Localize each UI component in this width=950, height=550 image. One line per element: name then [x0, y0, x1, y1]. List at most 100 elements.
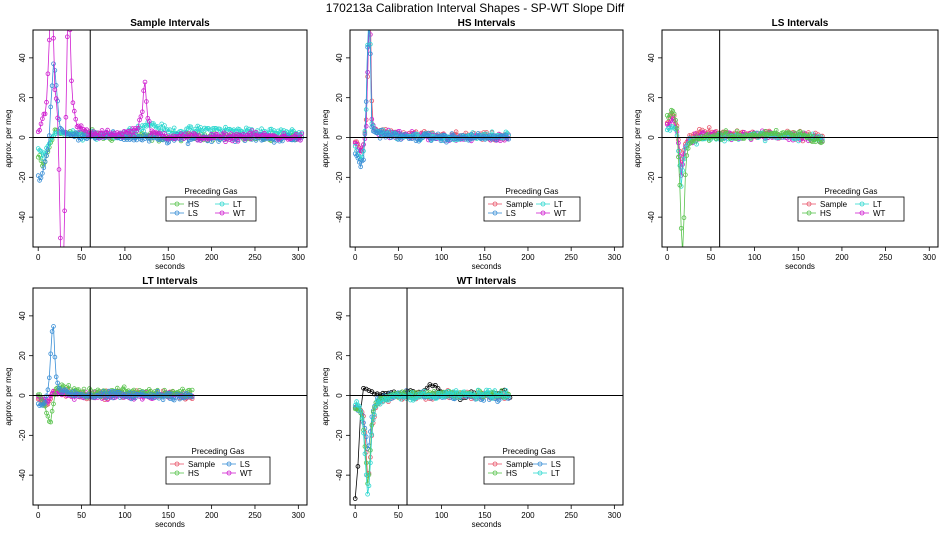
data-point — [681, 156, 687, 162]
x-tick-label: 50 — [77, 511, 86, 520]
legend-swatch-point — [226, 470, 232, 476]
plot-frame — [661, 29, 939, 248]
data-point — [45, 387, 51, 393]
legend-label: LT — [551, 469, 560, 478]
data-point — [796, 138, 801, 144]
data-point — [81, 386, 87, 392]
data-point — [88, 392, 94, 398]
legend-swatch-point — [174, 470, 180, 476]
y-tick-label: -40 — [335, 469, 344, 481]
data-point — [367, 21, 371, 25]
data-point — [35, 173, 41, 178]
data-point — [683, 172, 688, 178]
data-point — [398, 396, 404, 402]
x-tick-label: 100 — [435, 511, 449, 520]
y-tick-label: 0 — [18, 135, 27, 140]
data-point — [690, 139, 695, 144]
data-point — [365, 491, 370, 497]
data-point — [503, 388, 509, 393]
data-point — [298, 138, 303, 143]
data-point — [63, 114, 69, 120]
data-point — [358, 164, 364, 170]
data-point — [52, 87, 58, 93]
legend-swatch-point — [219, 201, 225, 207]
legend-label: Sample — [506, 460, 534, 469]
data-point — [144, 99, 149, 104]
plot-area — [352, 382, 513, 501]
x-tick-label: 50 — [77, 253, 86, 262]
series-wt — [35, 30, 305, 247]
data-point — [141, 88, 146, 93]
data-point — [365, 69, 370, 75]
data-point — [146, 394, 152, 400]
x-tick-label: 0 — [665, 253, 670, 262]
data-point — [144, 123, 149, 129]
x-axis-label: seconds — [155, 262, 185, 271]
data-point — [112, 388, 117, 394]
y-tick-label: 40 — [18, 311, 27, 320]
data-point — [234, 131, 239, 137]
data-point — [372, 412, 377, 418]
data-point — [42, 111, 48, 117]
data-point — [495, 399, 500, 404]
data-point — [65, 34, 70, 40]
plot-area — [352, 15, 511, 170]
legend-swatch-point — [492, 461, 498, 467]
legend: Preceding Gas Sample LT LS WT — [483, 187, 581, 222]
data-point — [386, 397, 391, 403]
data-point — [149, 138, 155, 143]
data-point — [41, 150, 47, 156]
data-point — [456, 136, 462, 141]
data-point — [280, 138, 285, 144]
x-tick-label: 200 — [205, 253, 219, 262]
y-tick-label: -20 — [335, 429, 344, 441]
data-point — [409, 390, 415, 396]
data-point — [435, 386, 441, 391]
data-point — [426, 130, 431, 136]
data-point — [673, 117, 678, 123]
x-tick-label: 300 — [608, 511, 622, 520]
data-point — [133, 395, 138, 401]
data-point — [780, 130, 786, 135]
data-point — [369, 422, 375, 428]
data-point — [810, 139, 815, 145]
legend-swatch-point — [492, 210, 498, 216]
data-point — [53, 374, 59, 380]
data-point — [248, 136, 253, 142]
data-point — [249, 128, 255, 133]
data-point — [362, 451, 368, 457]
legend-title: Preceding Gas — [506, 187, 559, 196]
data-point — [373, 403, 379, 409]
data-point — [684, 153, 690, 158]
data-point — [361, 430, 366, 436]
y-tick-label: -20 — [18, 171, 27, 183]
data-point — [74, 131, 80, 136]
y-axis-label: approx. per meg — [633, 109, 642, 167]
legend-title: Preceding Gas — [503, 447, 556, 456]
data-point — [486, 387, 492, 393]
data-point — [55, 115, 60, 121]
data-point — [734, 128, 740, 134]
data-point — [46, 375, 52, 381]
x-tick-label: 250 — [248, 511, 262, 520]
data-point — [367, 15, 371, 19]
data-point — [363, 460, 369, 466]
data-point — [468, 138, 474, 144]
data-point — [151, 129, 156, 135]
plot-frame — [349, 29, 624, 248]
data-point — [242, 129, 248, 135]
data-point — [62, 208, 67, 214]
data-point — [434, 395, 440, 401]
data-point — [706, 125, 712, 130]
data-point — [142, 136, 148, 141]
legend-box — [483, 456, 575, 485]
data-point — [671, 111, 677, 117]
data-point — [162, 131, 167, 136]
data-point — [685, 146, 691, 151]
data-point — [167, 396, 173, 401]
x-tick-label: 200 — [521, 253, 535, 262]
data-point — [45, 71, 51, 77]
data-point — [366, 472, 372, 478]
